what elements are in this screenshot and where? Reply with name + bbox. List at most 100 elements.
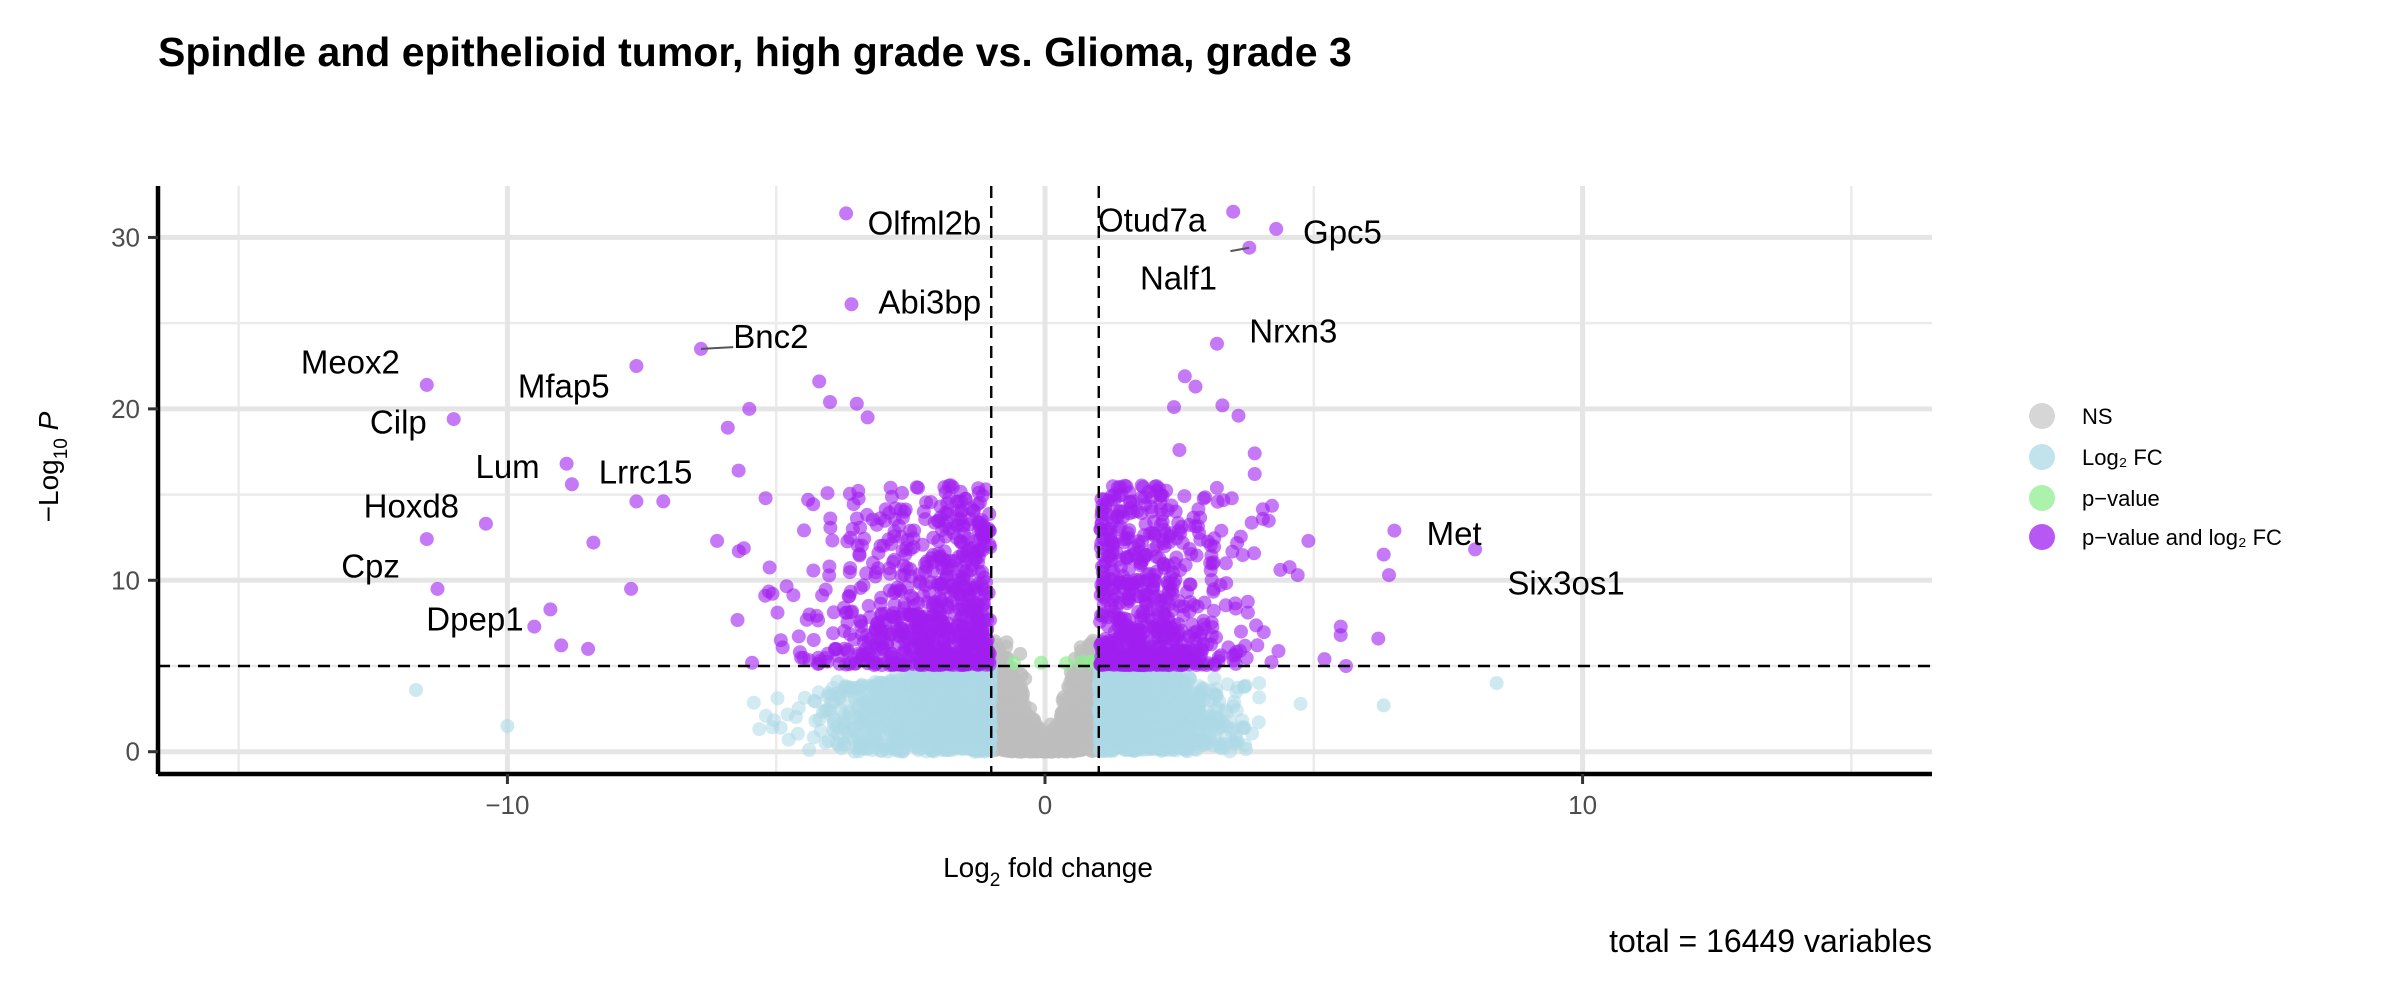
data-point-fc [1203, 735, 1218, 750]
data-point-fc [846, 720, 861, 735]
data-point-fc [886, 742, 901, 756]
data-point-fc [1237, 721, 1252, 735]
data-point-ns [1006, 716, 1021, 731]
data-point-ns [1047, 742, 1062, 757]
data-point-fc [752, 722, 767, 737]
data-point-fc [888, 730, 903, 744]
data-point-fc [765, 720, 780, 735]
data-point-significant [843, 530, 858, 545]
data-point-significant [826, 626, 841, 641]
data-point-fc [923, 671, 938, 686]
data-point-fc [1155, 691, 1170, 706]
data-point-p [1059, 656, 1074, 671]
data-point-fc [1174, 716, 1189, 731]
data-point-fc [837, 736, 852, 751]
data-point-fc [1104, 675, 1119, 690]
data-point-fc [963, 706, 978, 721]
data-point-fc [949, 704, 964, 719]
data-point-ns [1027, 713, 1041, 728]
data-point-fc [1251, 715, 1266, 730]
data-point-ns [1035, 742, 1050, 757]
grid [158, 186, 1932, 774]
data-point-fc [1102, 704, 1117, 719]
data-point-ns [1077, 707, 1092, 721]
data-point-fc [884, 696, 898, 711]
data-point-fc [797, 690, 812, 705]
data-point-fc [888, 714, 903, 729]
data-point-significant [1233, 529, 1248, 544]
data-point-fc [931, 683, 946, 698]
data-point-fc [1119, 742, 1134, 757]
data-point-fc [812, 712, 827, 727]
data-point-fc [1142, 718, 1157, 733]
data-point-fc [865, 716, 880, 731]
data-point-significant [1191, 502, 1206, 517]
data-point-fc [1112, 730, 1127, 744]
data-point-fc [964, 691, 979, 706]
data-point-significant [820, 486, 835, 501]
data-point-ns [1072, 729, 1087, 744]
data-point-significant [797, 523, 811, 538]
data-point-ns [1054, 723, 1069, 738]
data-point-ns [1014, 668, 1029, 683]
data-point-fc [1252, 676, 1267, 691]
data-point-significant [843, 627, 857, 642]
data-point-significant [745, 655, 760, 670]
data-point-fc [1093, 725, 1108, 740]
data-point-fc [838, 680, 853, 695]
data-point-ns [1002, 686, 1017, 701]
data-point-fc [1238, 742, 1253, 757]
data-point-ns [997, 705, 1012, 719]
data-point-significant [1250, 638, 1265, 653]
data-point-fc [903, 733, 918, 747]
data-point-fc [821, 686, 836, 701]
data-point-fc [770, 691, 785, 706]
data-point-significant [806, 563, 821, 578]
data-point-fc [1141, 678, 1156, 693]
data-point-significant [1209, 480, 1224, 495]
data-point-fc [1252, 690, 1267, 705]
data-point-fc [1167, 679, 1182, 694]
data-point-fc [746, 695, 761, 710]
data-point-fc [1132, 741, 1146, 756]
data-point-fc [916, 693, 931, 708]
data-point-ns [1004, 671, 1018, 685]
chart-title: Spindle and epithelioid tumor, high grad… [158, 29, 1352, 75]
data-point-fc [1156, 715, 1171, 730]
data-point-fc [1196, 681, 1211, 696]
data-point-fc [958, 727, 973, 742]
data-point-ns [1075, 694, 1090, 709]
data-point-fc [931, 723, 946, 737]
data-point-fc [1219, 705, 1234, 720]
data-point-significant [1234, 624, 1248, 639]
data-point-fc [923, 739, 938, 754]
data-point-fc [947, 738, 962, 753]
data-point-fc [907, 675, 922, 690]
data-point-fc [975, 673, 990, 688]
data-point-significant [909, 480, 924, 495]
data-point-fc [821, 733, 836, 748]
data-point-fc [802, 742, 817, 757]
data-point-ns [1003, 743, 1018, 757]
data-point-fc [1162, 729, 1177, 744]
data-point-fc [842, 704, 857, 719]
data-point-ns [1073, 640, 1088, 655]
data-point-fc [934, 709, 948, 724]
data-point-fc [1124, 684, 1139, 699]
data-point-p [1034, 655, 1049, 670]
data-point-fc [1097, 744, 1112, 759]
data-point-fc [1293, 696, 1308, 711]
data-point-significant [1273, 562, 1288, 577]
data-point-fc [883, 674, 897, 689]
data-point-fc [781, 732, 796, 747]
data-point-fc [951, 676, 966, 691]
data-point-fc [1237, 679, 1252, 694]
data-point-ns [1019, 724, 1034, 739]
data-point-fc [1177, 742, 1191, 757]
data-point-fc [1207, 671, 1222, 686]
data-point-fc [1190, 722, 1205, 737]
data-point-fc [854, 739, 869, 754]
data-point-p [1007, 656, 1021, 671]
data-point-fc [1220, 677, 1235, 692]
